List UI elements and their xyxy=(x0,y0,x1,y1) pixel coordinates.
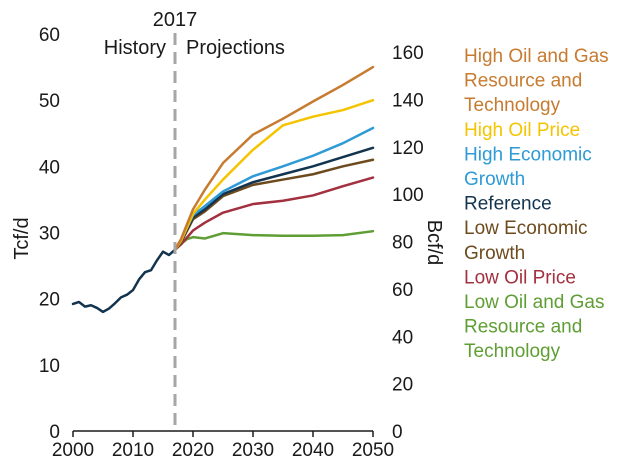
y-left-tick-label: 40 xyxy=(39,157,60,178)
legend-entry-text: Resource and xyxy=(464,317,582,338)
y-left-tick-label: 10 xyxy=(39,356,60,377)
y-left-tick-label: 20 xyxy=(39,290,60,311)
y-left-tick-label: 0 xyxy=(49,422,60,443)
legend-entry-text: High Economic xyxy=(464,144,592,165)
y-left-tick-label: 30 xyxy=(39,224,60,245)
y-right-tick-label: 40 xyxy=(392,327,413,348)
history-label: History xyxy=(104,37,166,59)
year-marker-label: 2017 xyxy=(153,9,198,31)
x-tick-label: 2030 xyxy=(232,440,274,461)
y-left-tick-label: 50 xyxy=(39,91,60,112)
axes-group: 2000 2010 2020 2030 2040 20500102030405060020… xyxy=(11,25,445,461)
y-left-tick-label: 60 xyxy=(39,25,60,46)
legend-entry-text: Low Economic xyxy=(464,218,588,239)
legend-entry-text: Technology xyxy=(464,95,561,116)
series-line-low-oil-price xyxy=(173,176,375,251)
legend-entry-text: Growth xyxy=(464,169,525,190)
series-line-high-oil-and-gas-resource-and-technology xyxy=(173,65,375,251)
annotation-group: 2017 History Projections xyxy=(104,9,285,431)
y-right-tick-label: 60 xyxy=(392,280,413,301)
projections-label: Projections xyxy=(186,37,285,59)
y-right-tick-label: 100 xyxy=(392,185,424,206)
x-tick-label: 2000 xyxy=(52,440,94,461)
y-right-tick-label: 140 xyxy=(392,90,424,111)
legend-entry-text: Reference xyxy=(464,194,552,215)
y-right-tick-label: 80 xyxy=(392,233,413,254)
legend-entry-text: Resource and xyxy=(464,71,582,92)
series-group xyxy=(71,65,375,314)
y-left-axis-title: Tcf/d xyxy=(11,217,33,259)
x-tick-label: 2010 xyxy=(112,440,154,461)
legend-entry-text: Low Oil Price xyxy=(464,267,576,288)
y-right-tick-label: 20 xyxy=(392,375,413,396)
x-tick-label: 2040 xyxy=(292,440,334,461)
y-right-tick-label: 160 xyxy=(392,43,424,64)
y-right-axis-title: Bcf/d xyxy=(423,220,445,266)
legend-group: High Oil and Gas Resource and Technology Hi… xyxy=(464,46,609,362)
legend-entry-text: Growth xyxy=(464,243,525,264)
y-right-tick-label: 120 xyxy=(392,138,424,159)
history-series-line xyxy=(71,248,177,314)
legend-entry-text: Low Oil and Gas xyxy=(464,292,604,313)
x-tick-label: 2050 xyxy=(352,440,394,461)
series-line-low-oil-and-gas-resource-and-technology xyxy=(173,229,375,251)
y-right-tick-label: 0 xyxy=(392,422,403,443)
x-tick-label: 2020 xyxy=(172,440,214,461)
legend-entry-text: High Oil Price xyxy=(464,120,580,141)
legend-entry-text: Technology xyxy=(464,341,561,362)
legend-entry-text: High Oil and Gas xyxy=(464,46,609,67)
